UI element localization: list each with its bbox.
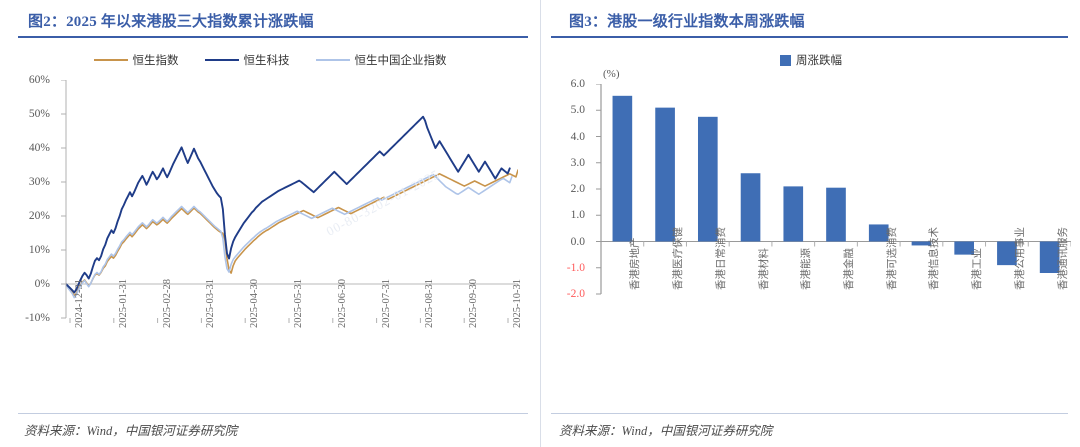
bar [1039,241,1060,273]
figure-2-title: 图2：2025 年以来港股三大指数累计涨跌幅 [28,14,314,30]
figure-3-category-label: 香港信息技术 [929,226,941,290]
legend-swatch-weekly-change [780,54,791,66]
bar [783,186,804,242]
figure-2-y-tick: 60% [28,74,50,86]
line-chart-svg [66,115,518,299]
figure-3-category-label: 香港可选消费 [886,226,898,290]
figure-2-y-tick: 20% [28,210,50,222]
legend-swatch-hscei [315,59,350,61]
legend-label-hstech: 恒生科技 [243,55,290,67]
figure-2-legend: 恒生指数 恒生科技 恒生中国企业指数 [0,52,540,68]
figure-3-y-tick: 2.0 [570,183,585,195]
figure-3-plot-area [601,84,1071,294]
figure-3-category-label: 香港房地产 [630,237,642,290]
figure-3-y-tick: 1.0 [570,209,585,222]
bar [997,241,1017,266]
figure-2-y-tick: 50% [28,108,50,120]
figure-3-y-tick: -1.0 [566,261,585,274]
line-series-1 [66,115,511,294]
bar [697,116,718,242]
bar [868,224,889,242]
bar-chart-svg [601,95,1071,273]
figure-3-category-label: 香港公用事业 [1014,226,1026,290]
figure-3-category-label: 香港通讯服务 [1057,226,1069,290]
figure-2-plot-area [66,80,518,318]
legend-label-weekly-change: 周涨跌幅 [796,55,842,67]
figure-3-y-tick: 4.0 [570,130,585,143]
figure-3-y-tick: -2.0 [566,288,585,300]
figure-2-footer-rule [18,413,528,414]
line-series-0 [66,169,518,297]
bar [612,95,633,242]
legend-item-hscei[interactable]: 恒生中国企业指数 [315,52,447,68]
figure-3-category-label: 香港能源 [801,247,813,290]
figure-3-panel: 图3：港股一级行业指数本周涨跌幅 周涨跌幅 (%) 6.0 5.0 4.0 3.0 2.… [540,0,1080,447]
figure-3-category-label: 香港金融 [844,247,855,290]
legend-swatch-hstech [204,59,239,61]
figure-3-unit-label: (%) [603,68,620,80]
bar [740,173,761,242]
figure-2-source: 资料来源：Wind，中国银河证券研究院 [24,424,238,438]
figure-3-legend: 周涨跌幅 [541,52,1080,68]
figure-3-y-tick: 0.0 [570,235,585,248]
legend-label-hsi: 恒生指数 [132,55,179,67]
figure-3-y-tick: 3.0 [570,156,585,169]
figure-2-y-tick: -10% [25,312,50,324]
figure-2-y-tick: 40% [28,142,50,154]
figure-3-y-tick: 5.0 [570,104,585,117]
figure-3-source: 资料来源：Wind，中国银河证券研究院 [559,424,773,438]
line-series-2 [66,173,513,299]
figure-3-footer-rule [551,413,1068,414]
bar [826,187,846,242]
figure-2-y-tick: 30% [28,176,50,188]
figure-3-category-label: 香港医疗保健 [673,226,685,290]
figure-3-y-tick: 6.0 [570,78,585,90]
figure-3-category-label: 香港日常消费 [715,226,727,290]
figure-2-title-rule [18,36,528,38]
bar [655,107,675,242]
legend-item-hstech[interactable]: 恒生科技 [204,52,290,68]
legend-swatch-hsi [93,59,128,61]
figure-3-title: 图3：港股一级行业指数本周涨跌幅 [569,14,805,30]
figure-2-panel: 图2：2025 年以来港股三大指数累计涨跌幅 恒生指数 恒生科技 恒生中国企业指… [0,14,540,438]
legend-item-weekly-change[interactable]: 周涨跌幅 [780,52,842,68]
legend-item-hsi[interactable]: 恒生指数 [93,52,179,68]
bar [911,241,932,246]
figure-2-y-tick: 10% [28,244,50,256]
figure-3-title-rule [551,36,1068,38]
figure-3-category-label: 香港工业 [972,247,984,290]
legend-label-hscei: 恒生中国企业指数 [354,55,447,67]
bar [954,241,974,255]
figure-3-category-label: 香港材料 [758,247,770,290]
figure-2-y-tick: 0% [34,278,50,290]
